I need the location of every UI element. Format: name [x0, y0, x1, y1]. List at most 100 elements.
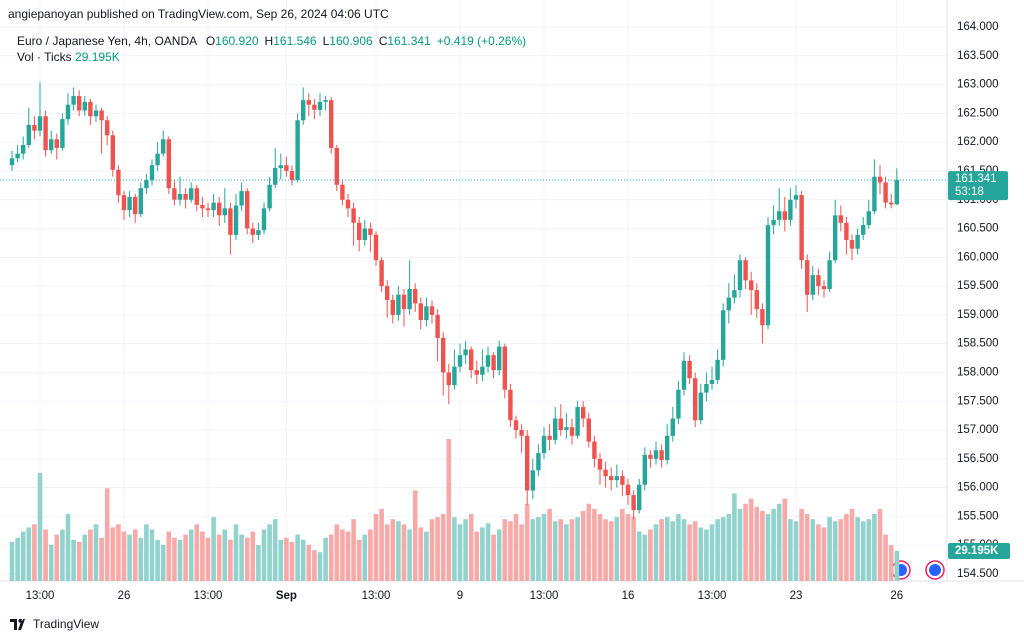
candle-body — [340, 184, 345, 200]
candle-body — [233, 205, 239, 235]
candle-body — [883, 182, 888, 203]
candle-body — [575, 407, 580, 436]
candle-body — [592, 441, 597, 459]
ohlc-value: 161.546 — [273, 34, 317, 48]
candle-body — [743, 260, 748, 281]
candle-body — [894, 180, 899, 205]
candle-body — [849, 240, 855, 249]
candle-body — [721, 310, 726, 360]
volume-bar — [300, 539, 306, 581]
x-tick-label: 9 — [457, 590, 463, 602]
candle-body — [771, 219, 776, 226]
ohlc-value: 160.920 — [215, 34, 259, 48]
candle-body — [569, 427, 575, 436]
volume-bar — [71, 539, 76, 581]
logo — [10, 618, 25, 630]
candle-body — [127, 196, 132, 211]
volume-bar — [121, 531, 127, 581]
y-tick-label: 160.500 — [957, 223, 999, 235]
volume-bar — [368, 529, 373, 581]
candle-body — [760, 309, 765, 326]
candle-body — [116, 169, 121, 196]
candle-body — [177, 193, 183, 200]
volume-bar — [216, 534, 222, 581]
candle-body — [329, 100, 334, 148]
candle-body — [323, 100, 328, 102]
volume-bar — [597, 514, 603, 581]
candle-body — [805, 260, 810, 295]
grid — [0, 0, 947, 581]
candle-body — [362, 228, 367, 241]
candle-body — [609, 476, 614, 481]
candle-body — [189, 188, 194, 200]
volume-bar — [440, 514, 446, 581]
candle-body — [782, 211, 787, 220]
ohlc-value: 161.341 — [387, 34, 431, 48]
candle-body — [373, 234, 379, 261]
legend-line: Euro / Japanese Yen, 4h, OANDA O160.920 H… — [17, 34, 526, 48]
volume-value: 29.195K — [75, 50, 120, 64]
volume-bar — [513, 514, 519, 581]
candle-body — [149, 165, 155, 181]
volume-bar — [575, 517, 580, 581]
volume-bar — [356, 539, 362, 581]
candle-body — [603, 469, 608, 477]
candle-body — [110, 135, 115, 170]
volume-bar — [810, 519, 816, 581]
candle-body — [861, 225, 866, 235]
published-line: angiepanoyan published on TradingView.co… — [8, 7, 389, 21]
candle-body — [379, 260, 384, 287]
candle-body — [407, 288, 412, 310]
candle-body — [620, 476, 625, 485]
change: +0.419 (+0.26%) — [436, 34, 527, 48]
candle-body — [777, 211, 782, 220]
candle-body — [161, 139, 166, 154]
candle-body — [463, 349, 468, 356]
volume-bar — [261, 529, 267, 581]
candle-body — [810, 275, 815, 295]
volume-bar — [127, 534, 132, 581]
candle-body — [133, 196, 138, 215]
volume-bar — [625, 514, 631, 581]
candle-body — [541, 435, 547, 454]
candle-body — [273, 168, 278, 185]
candle-body — [49, 139, 54, 151]
candle-body — [121, 195, 127, 211]
volume-bar — [580, 510, 586, 581]
volume-bar — [9, 541, 15, 581]
y-tick-label: 162.500 — [957, 107, 999, 119]
candle-body — [15, 153, 20, 159]
volume-bar — [676, 514, 681, 581]
volume-bar — [569, 519, 575, 581]
candle-body — [99, 110, 104, 121]
candle-body — [586, 418, 591, 442]
candle-body — [351, 208, 356, 223]
candle-body — [765, 225, 771, 326]
volume-bar — [396, 521, 401, 581]
candle-body — [553, 418, 558, 440]
volume-bar — [222, 529, 228, 581]
candle-body — [866, 211, 871, 226]
volume-bar — [54, 534, 60, 581]
last-volume-box — [948, 543, 1010, 559]
volume-bar — [855, 517, 860, 581]
candle-body — [54, 139, 59, 148]
volume-bar — [149, 529, 155, 581]
y-tick-label: 164.000 — [957, 21, 999, 33]
volume-bar — [233, 524, 239, 581]
footer: TradingView — [10, 617, 99, 631]
volume-bar — [799, 508, 804, 581]
volume-bar — [821, 527, 827, 581]
volume-bar — [384, 524, 390, 581]
candle-body — [435, 314, 440, 338]
y-tick-label: 159.000 — [957, 309, 999, 321]
volume-bar — [373, 514, 379, 581]
volume-title: Vol · Ticks — [17, 50, 72, 64]
volume-bar — [687, 524, 692, 581]
y-tick-label: 157.000 — [957, 424, 999, 436]
volume-bar — [765, 514, 771, 581]
countdown-label: 53:18 — [955, 186, 984, 198]
volume-bar — [289, 541, 295, 581]
candle-body — [681, 360, 687, 390]
candle-body — [401, 294, 407, 310]
